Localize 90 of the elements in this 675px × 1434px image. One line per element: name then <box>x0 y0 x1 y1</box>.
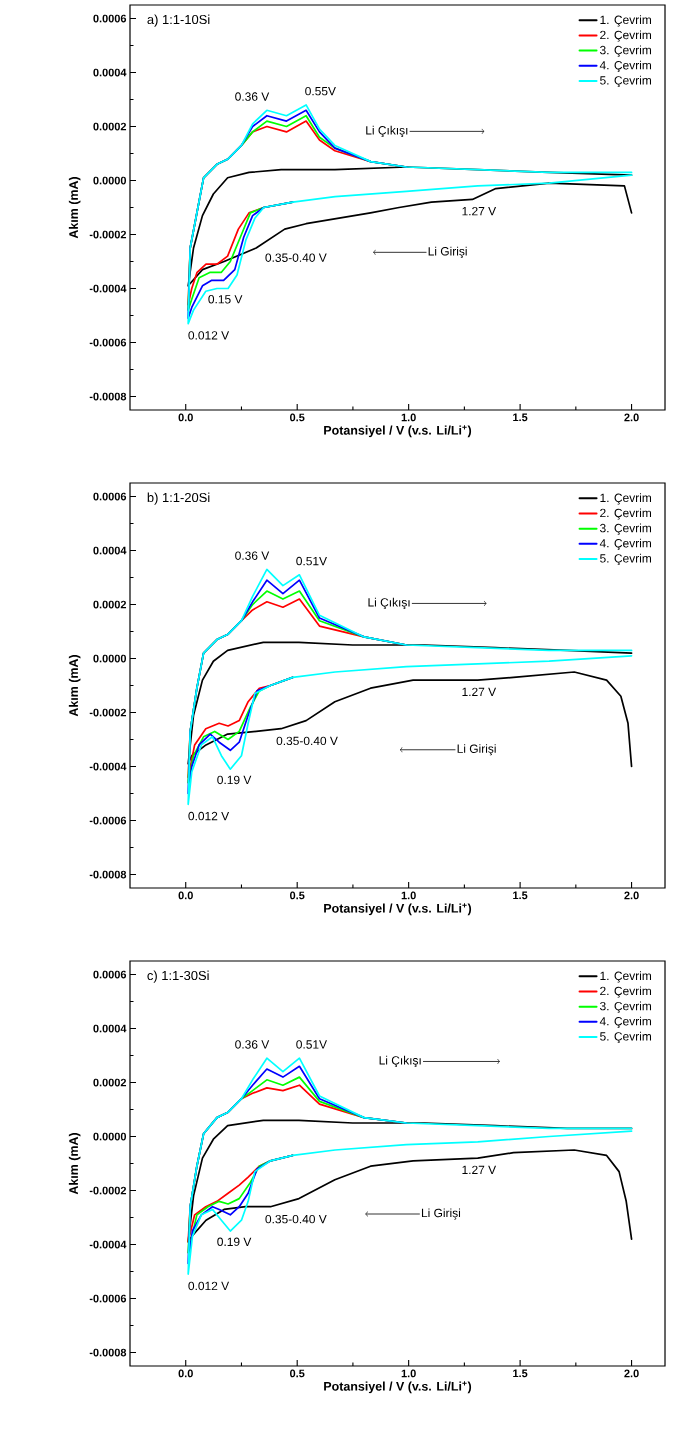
y-tick-label: -0.0002 <box>89 708 127 717</box>
annotation: 1.27 V <box>462 1165 497 1174</box>
annotation: 0.36 V <box>235 1040 270 1049</box>
legend-label: 4. Çevrim <box>599 60 651 72</box>
legend-label: 5. Çevrim <box>600 75 651 88</box>
x-tick-label: 2.0 <box>624 413 639 422</box>
text: c) 1:1-30Si <box>147 970 209 983</box>
annotation: 0.36 V <box>235 551 270 560</box>
y-tick-label: -0.0004 <box>89 1240 127 1249</box>
y-tick-label: 0.0006 <box>93 492 127 501</box>
y-tick-label: 0.0004 <box>93 68 127 77</box>
y-tick-label: -0.0008 <box>89 870 127 879</box>
annotation: 0.51V <box>296 1040 327 1049</box>
annotation: 0.35-0.40 V <box>276 736 338 746</box>
x-axis-title: Potansiyel / V (v.s. Li/Li$^{+}$) <box>324 425 472 438</box>
annotation: Li Girişi <box>421 1208 461 1220</box>
annotation: 0.012 V <box>188 331 230 340</box>
x-axis-title: Potansiyel / V (v.s. Li/Li$^{+}$) <box>324 903 472 916</box>
y-tick-label: -0.0006 <box>89 338 127 347</box>
y-tick-label: -0.0006 <box>89 1294 127 1303</box>
line-series <box>187 1057 633 1276</box>
y-tick-label: -0.0004 <box>89 284 127 293</box>
annotation: Li Girişi <box>457 744 496 756</box>
annotation: 1.27 V <box>462 687 497 696</box>
x-tick-label: 1.5 <box>513 413 528 422</box>
legend-label: 5. Çevrim <box>600 553 651 566</box>
y-tick-label: -0.0004 <box>89 762 127 771</box>
x-tick-label: 0.5 <box>290 1369 305 1378</box>
y-axis-title: Akım (mA) <box>68 1133 81 1195</box>
x-tick-label: 1.5 <box>513 891 528 900</box>
y-tick-label: 0.0000 <box>93 176 127 185</box>
y-axis-title: Akım (mA) <box>68 177 81 239</box>
annotation: 0.012 V <box>188 811 230 821</box>
line-series <box>187 568 633 806</box>
legend-label: 1. Çevrim <box>600 971 651 983</box>
annotation: 0.15 V <box>208 295 243 304</box>
x-tick-label: 1.0 <box>401 413 416 422</box>
x-tick-label: 1.0 <box>401 1369 416 1378</box>
y-tick-label: 0.0002 <box>93 122 127 131</box>
legend-label: 2. Çevrim <box>600 508 651 520</box>
y-tick-label: 0.0006 <box>93 970 127 979</box>
annotation: Li Çıkışı <box>368 597 410 610</box>
y-tick-label: 0.0002 <box>93 1078 127 1087</box>
legend-label: 1. Çevrim <box>600 493 651 505</box>
annotation: 0.51V <box>296 556 327 566</box>
legend-label: 3. Çevrim <box>600 523 651 535</box>
x-tick-label: 0.5 <box>290 891 305 900</box>
annotation: Li Çıkışı <box>379 1055 421 1068</box>
legend-label: 3. Çevrim <box>600 45 651 57</box>
line-series <box>187 641 633 768</box>
x-tick-label: 2.0 <box>624 891 639 900</box>
y-tick-label: 0.0000 <box>93 654 127 663</box>
annotation: 0.19 V <box>217 775 252 785</box>
x-tick-label: 1.5 <box>513 1369 528 1378</box>
y-tick-label: -0.0002 <box>89 230 127 239</box>
legend-label: 4. Çevrim <box>599 1016 651 1028</box>
annotation: 0.012 V <box>188 1281 230 1291</box>
annotation: Li Girişi <box>428 246 467 258</box>
annotation: 0.35-0.40 V <box>265 253 327 262</box>
annotation: 0.36 V <box>235 92 270 101</box>
y-tick-label: -0.0002 <box>89 1186 127 1195</box>
y-tick-label: 0.0002 <box>93 600 127 609</box>
annotation: Li Çıkışı <box>366 125 408 137</box>
y-tick-label: -0.0006 <box>89 816 127 825</box>
x-tick-label: 0.5 <box>290 413 305 422</box>
x-tick-label: 1.0 <box>401 891 416 900</box>
annotation: 1.27 V <box>462 206 497 216</box>
x-tick-label: 0.0 <box>178 1369 193 1378</box>
legend-label: 5. Çevrim <box>600 1031 651 1044</box>
x-tick-label: 0.0 <box>178 413 193 422</box>
y-tick-label: -0.0008 <box>89 392 127 401</box>
legend-label: 1. Çevrim <box>600 15 651 27</box>
annotation: 0.55V <box>305 86 336 96</box>
x-axis-title: Potansiyel / V (v.s. Li/Li$^{+}$) <box>324 1381 472 1394</box>
legend-label: 4. Çevrim <box>599 538 651 550</box>
legend-label: 3. Çevrim <box>600 1001 651 1013</box>
y-tick-label: 0.0006 <box>93 14 127 23</box>
x-tick-label: 0.0 <box>178 891 193 900</box>
annotation: 0.35-0.40 V <box>265 1214 327 1224</box>
text: a) 1:1-10Si <box>147 14 210 27</box>
y-tick-label: 0.0004 <box>93 546 127 555</box>
y-tick-label: -0.0008 <box>89 1348 127 1357</box>
y-tick-label: 0.0000 <box>93 1132 127 1141</box>
legend-label: 2. Çevrim <box>600 30 651 42</box>
annotation: 0.19 V <box>217 1237 252 1246</box>
y-tick-label: 0.0004 <box>93 1024 127 1033</box>
y-axis-title: Akım (mA) <box>68 655 81 717</box>
text: b) 1:1-20Si <box>147 492 210 505</box>
x-tick-label: 2.0 <box>624 1369 639 1378</box>
legend-label: 2. Çevrim <box>600 986 651 998</box>
